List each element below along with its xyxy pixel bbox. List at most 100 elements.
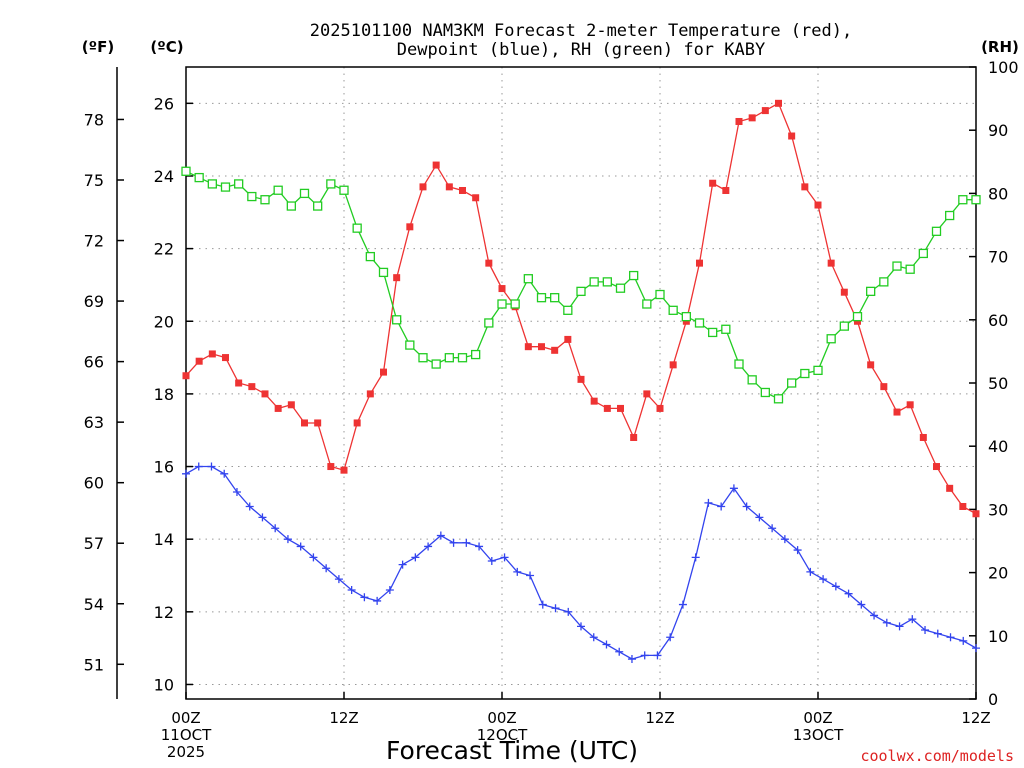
- data-point: [945, 210, 955, 221]
- watermark: coolwx.com/models: [860, 747, 1014, 765]
- data-point: [418, 353, 428, 363]
- data-point: [655, 289, 665, 300]
- data-point: [392, 315, 402, 325]
- data-point: [207, 462, 216, 471]
- data-point: [742, 502, 751, 511]
- chart-title-line-1: 2025101100 NAM3KM Forecast 2-meter Tempe…: [310, 21, 852, 41]
- x-tick-label: 00Z: [171, 709, 200, 727]
- x-tick-label: 12Z: [645, 709, 674, 727]
- data-point: [617, 404, 624, 412]
- data-point: [844, 589, 853, 598]
- data-point: [590, 397, 598, 405]
- data-point: [538, 343, 545, 351]
- data-point: [334, 575, 343, 584]
- data-point: [831, 582, 840, 591]
- data-point: [931, 226, 942, 236]
- data-point: [564, 335, 572, 343]
- data-point: [385, 586, 394, 595]
- data-point: [921, 625, 930, 634]
- data-point: [918, 248, 928, 259]
- data-point: [498, 285, 506, 293]
- data-point: [972, 644, 980, 653]
- data-point: [220, 469, 229, 478]
- f-tick-label: 60: [84, 474, 104, 493]
- data-point: [314, 419, 322, 427]
- rh-tick-label: 100: [988, 58, 1019, 77]
- data-point: [247, 191, 257, 202]
- f-tick-label: 75: [84, 171, 104, 190]
- data-point: [182, 372, 190, 380]
- data-point: [892, 261, 902, 271]
- data-point: [908, 615, 917, 624]
- data-point: [905, 264, 915, 274]
- f-tick-label: 69: [84, 292, 104, 311]
- data-point: [235, 379, 243, 387]
- data-point: [919, 433, 927, 441]
- data-point: [615, 283, 626, 293]
- data-point: [411, 553, 420, 562]
- data-point: [248, 383, 256, 391]
- data-point: [271, 524, 280, 533]
- fahrenheit-axis: 51 54 57 60 63 66 69 72 75 78: [84, 110, 124, 674]
- data-point: [694, 318, 705, 328]
- data-point: [286, 201, 296, 211]
- x-tick-label: 00Z: [803, 709, 832, 727]
- data-point: [615, 647, 624, 656]
- data-point: [313, 201, 323, 211]
- data-point: [523, 274, 533, 284]
- data-point: [283, 535, 292, 544]
- c-tick-label: 26: [154, 94, 174, 113]
- celsius-axis: 10 12 14 16 18 20 22 24 26: [154, 94, 193, 694]
- data-point: [393, 274, 401, 282]
- data-point: [761, 107, 769, 115]
- series-line: [185, 102, 977, 515]
- data-point: [258, 513, 267, 522]
- f-tick-label: 57: [84, 534, 104, 553]
- data-point: [946, 484, 954, 492]
- data-point: [629, 270, 639, 281]
- data-point: [299, 188, 310, 199]
- data-point: [755, 513, 764, 522]
- data-point: [472, 194, 480, 202]
- data-point: [867, 361, 875, 369]
- data-point: [471, 349, 481, 360]
- data-point: [852, 311, 863, 322]
- data-point: [445, 183, 453, 191]
- data-point: [296, 542, 305, 551]
- data-point: [879, 277, 889, 287]
- data-point: [775, 99, 782, 107]
- rh-tick-label: 50: [988, 374, 1008, 393]
- data-point: [793, 546, 802, 555]
- data-point: [563, 305, 573, 315]
- c-tick-label: 10: [154, 675, 174, 694]
- rh-axis: 0 10 20 30 40 50 60 70 80 90 100: [969, 58, 1019, 709]
- data-point: [577, 622, 585, 631]
- data-point: [484, 318, 494, 328]
- data-point: [449, 538, 458, 547]
- data-point: [819, 575, 828, 584]
- x-tick-label: 2025: [167, 743, 205, 761]
- data-point: [459, 186, 466, 194]
- data-point: [722, 186, 730, 194]
- data-point: [207, 179, 217, 189]
- series-line: [185, 170, 976, 400]
- data-point: [220, 182, 231, 192]
- x-tick-label: 13OCT: [793, 726, 844, 744]
- data-point: [366, 390, 374, 398]
- data-point: [436, 531, 445, 540]
- data-point: [906, 401, 914, 409]
- data-point: [564, 607, 573, 616]
- x-tick-label: 12Z: [961, 709, 990, 727]
- data-point: [760, 387, 770, 398]
- data-point: [653, 651, 662, 660]
- rh-tick-label: 80: [988, 184, 1008, 203]
- data-point: [526, 571, 535, 580]
- data-point: [691, 553, 700, 562]
- rh-tick-label: 10: [988, 627, 1008, 646]
- data-point: [806, 567, 815, 576]
- data-point: [640, 651, 649, 660]
- rh-tick-label: 70: [988, 248, 1008, 267]
- data-point: [839, 321, 849, 331]
- c-tick-label: 18: [154, 385, 174, 404]
